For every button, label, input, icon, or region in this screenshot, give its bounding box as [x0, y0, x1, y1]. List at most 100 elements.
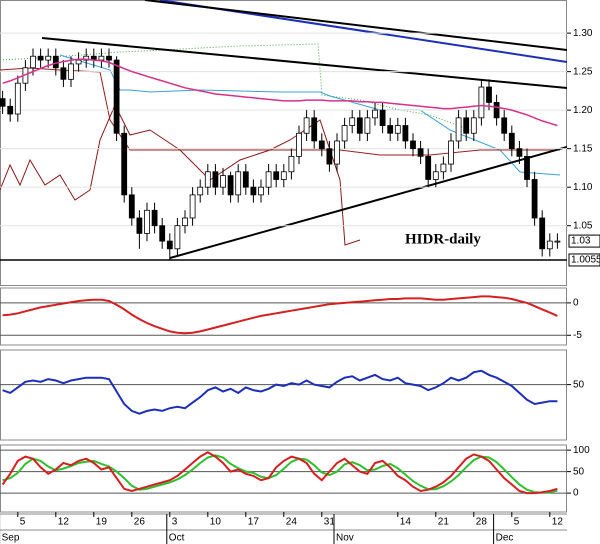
cloud-lower — [59, 54, 561, 176]
candle-body — [7, 105, 14, 115]
candle-body — [478, 86, 485, 119]
x-tick-label: 28 — [476, 517, 488, 528]
candle-body — [280, 171, 287, 180]
candle-body — [311, 117, 318, 142]
trendline — [144, 0, 567, 51]
candle-body — [37, 55, 44, 61]
candle-body — [432, 171, 439, 180]
candle-body — [220, 175, 226, 188]
x-tick-label: 10 — [210, 517, 222, 528]
candle-body — [45, 55, 52, 61]
rsi-panel — [0, 349, 567, 441]
x-tick-label: 5 — [514, 517, 520, 528]
annotation: HIDR-daily — [405, 231, 481, 247]
month-label: Sep — [2, 533, 20, 544]
candle-body — [250, 186, 257, 196]
x-tick-label: 31 — [324, 517, 336, 528]
candle-body — [106, 55, 112, 61]
candle-body — [136, 217, 143, 234]
candle-body — [265, 171, 272, 188]
y-tick-label: -5 — [573, 330, 582, 341]
price-tag — [568, 234, 600, 248]
candle-body — [455, 117, 462, 142]
x-tick-label: 26 — [134, 517, 146, 528]
trendline — [41, 37, 567, 89]
candle-body — [0, 98, 6, 107]
candle-body — [235, 171, 242, 196]
candle-body — [121, 132, 128, 196]
x-tick-label: 3 — [172, 517, 178, 528]
candle-body — [334, 140, 340, 165]
plot-area — [0, 449, 567, 495]
y-tick-label: 100 — [573, 445, 590, 456]
candle-body — [98, 55, 105, 61]
candle-body — [166, 240, 173, 250]
x-tick-label: 21 — [438, 517, 450, 528]
stochastic-panel — [0, 444, 567, 513]
candle-body — [159, 225, 166, 242]
candle-body — [349, 117, 356, 126]
candle-body — [508, 132, 515, 150]
candle-body — [273, 171, 280, 180]
candle-body — [531, 179, 538, 219]
candle-body — [30, 55, 36, 69]
candle-body — [501, 117, 508, 134]
candle-body — [60, 67, 67, 80]
candle-body — [493, 102, 500, 119]
y-tick-label: 0 — [573, 298, 579, 309]
candle-body — [372, 109, 378, 119]
y-tick-label: 1.25 — [573, 66, 593, 77]
x-tick-label: 5 — [20, 517, 26, 528]
candle-body — [448, 140, 454, 165]
candle-body — [296, 132, 302, 157]
month-label: Dec — [496, 533, 514, 544]
series-line — [2, 369, 558, 415]
candle-body — [288, 155, 295, 173]
base-line — [0, 67, 560, 156]
candle-body — [144, 209, 150, 234]
candle-body — [189, 194, 196, 219]
candle-body — [182, 217, 188, 227]
candle-body — [417, 148, 424, 157]
candle-body — [387, 125, 394, 134]
candle-body — [410, 140, 416, 150]
lagging-line — [0, 103, 361, 246]
candle-body — [356, 117, 363, 134]
y-tick-label: 1.10 — [573, 182, 593, 193]
plot-area — [0, 295, 567, 336]
candle-body — [204, 171, 211, 188]
candle-body — [379, 109, 386, 126]
candle-body — [486, 86, 492, 103]
x-tick-label: 12 — [58, 517, 70, 528]
oscillator-panel — [0, 287, 567, 346]
x-tick-label: 19 — [96, 517, 108, 528]
candle-body — [463, 117, 470, 134]
price-tag-label: 1.03 — [571, 236, 591, 247]
candle-body — [470, 117, 477, 134]
candle-body — [524, 155, 530, 180]
candle-body — [326, 148, 333, 165]
candle-body — [303, 117, 310, 134]
y-tick-label: 1.20 — [573, 105, 593, 116]
candle-body — [394, 125, 401, 134]
x-tick-label: 17 — [248, 517, 260, 528]
price-panel — [0, 0, 567, 286]
candle-body — [128, 194, 135, 219]
candle-body — [212, 171, 219, 188]
series-line — [1, 451, 558, 495]
candle-body — [546, 240, 553, 250]
candle-body — [68, 63, 74, 80]
candle-body — [75, 59, 82, 65]
candle-body — [440, 163, 447, 173]
candle-body — [174, 225, 181, 250]
candle-body — [341, 125, 348, 142]
series-line — [2, 295, 558, 335]
plot-area — [0, 369, 567, 415]
candle-body — [364, 117, 371, 134]
candle-body — [425, 155, 432, 180]
candle-body — [52, 55, 59, 69]
month-label: Oct — [169, 533, 185, 544]
series-line — [2, 454, 558, 494]
candle-body — [516, 148, 523, 157]
